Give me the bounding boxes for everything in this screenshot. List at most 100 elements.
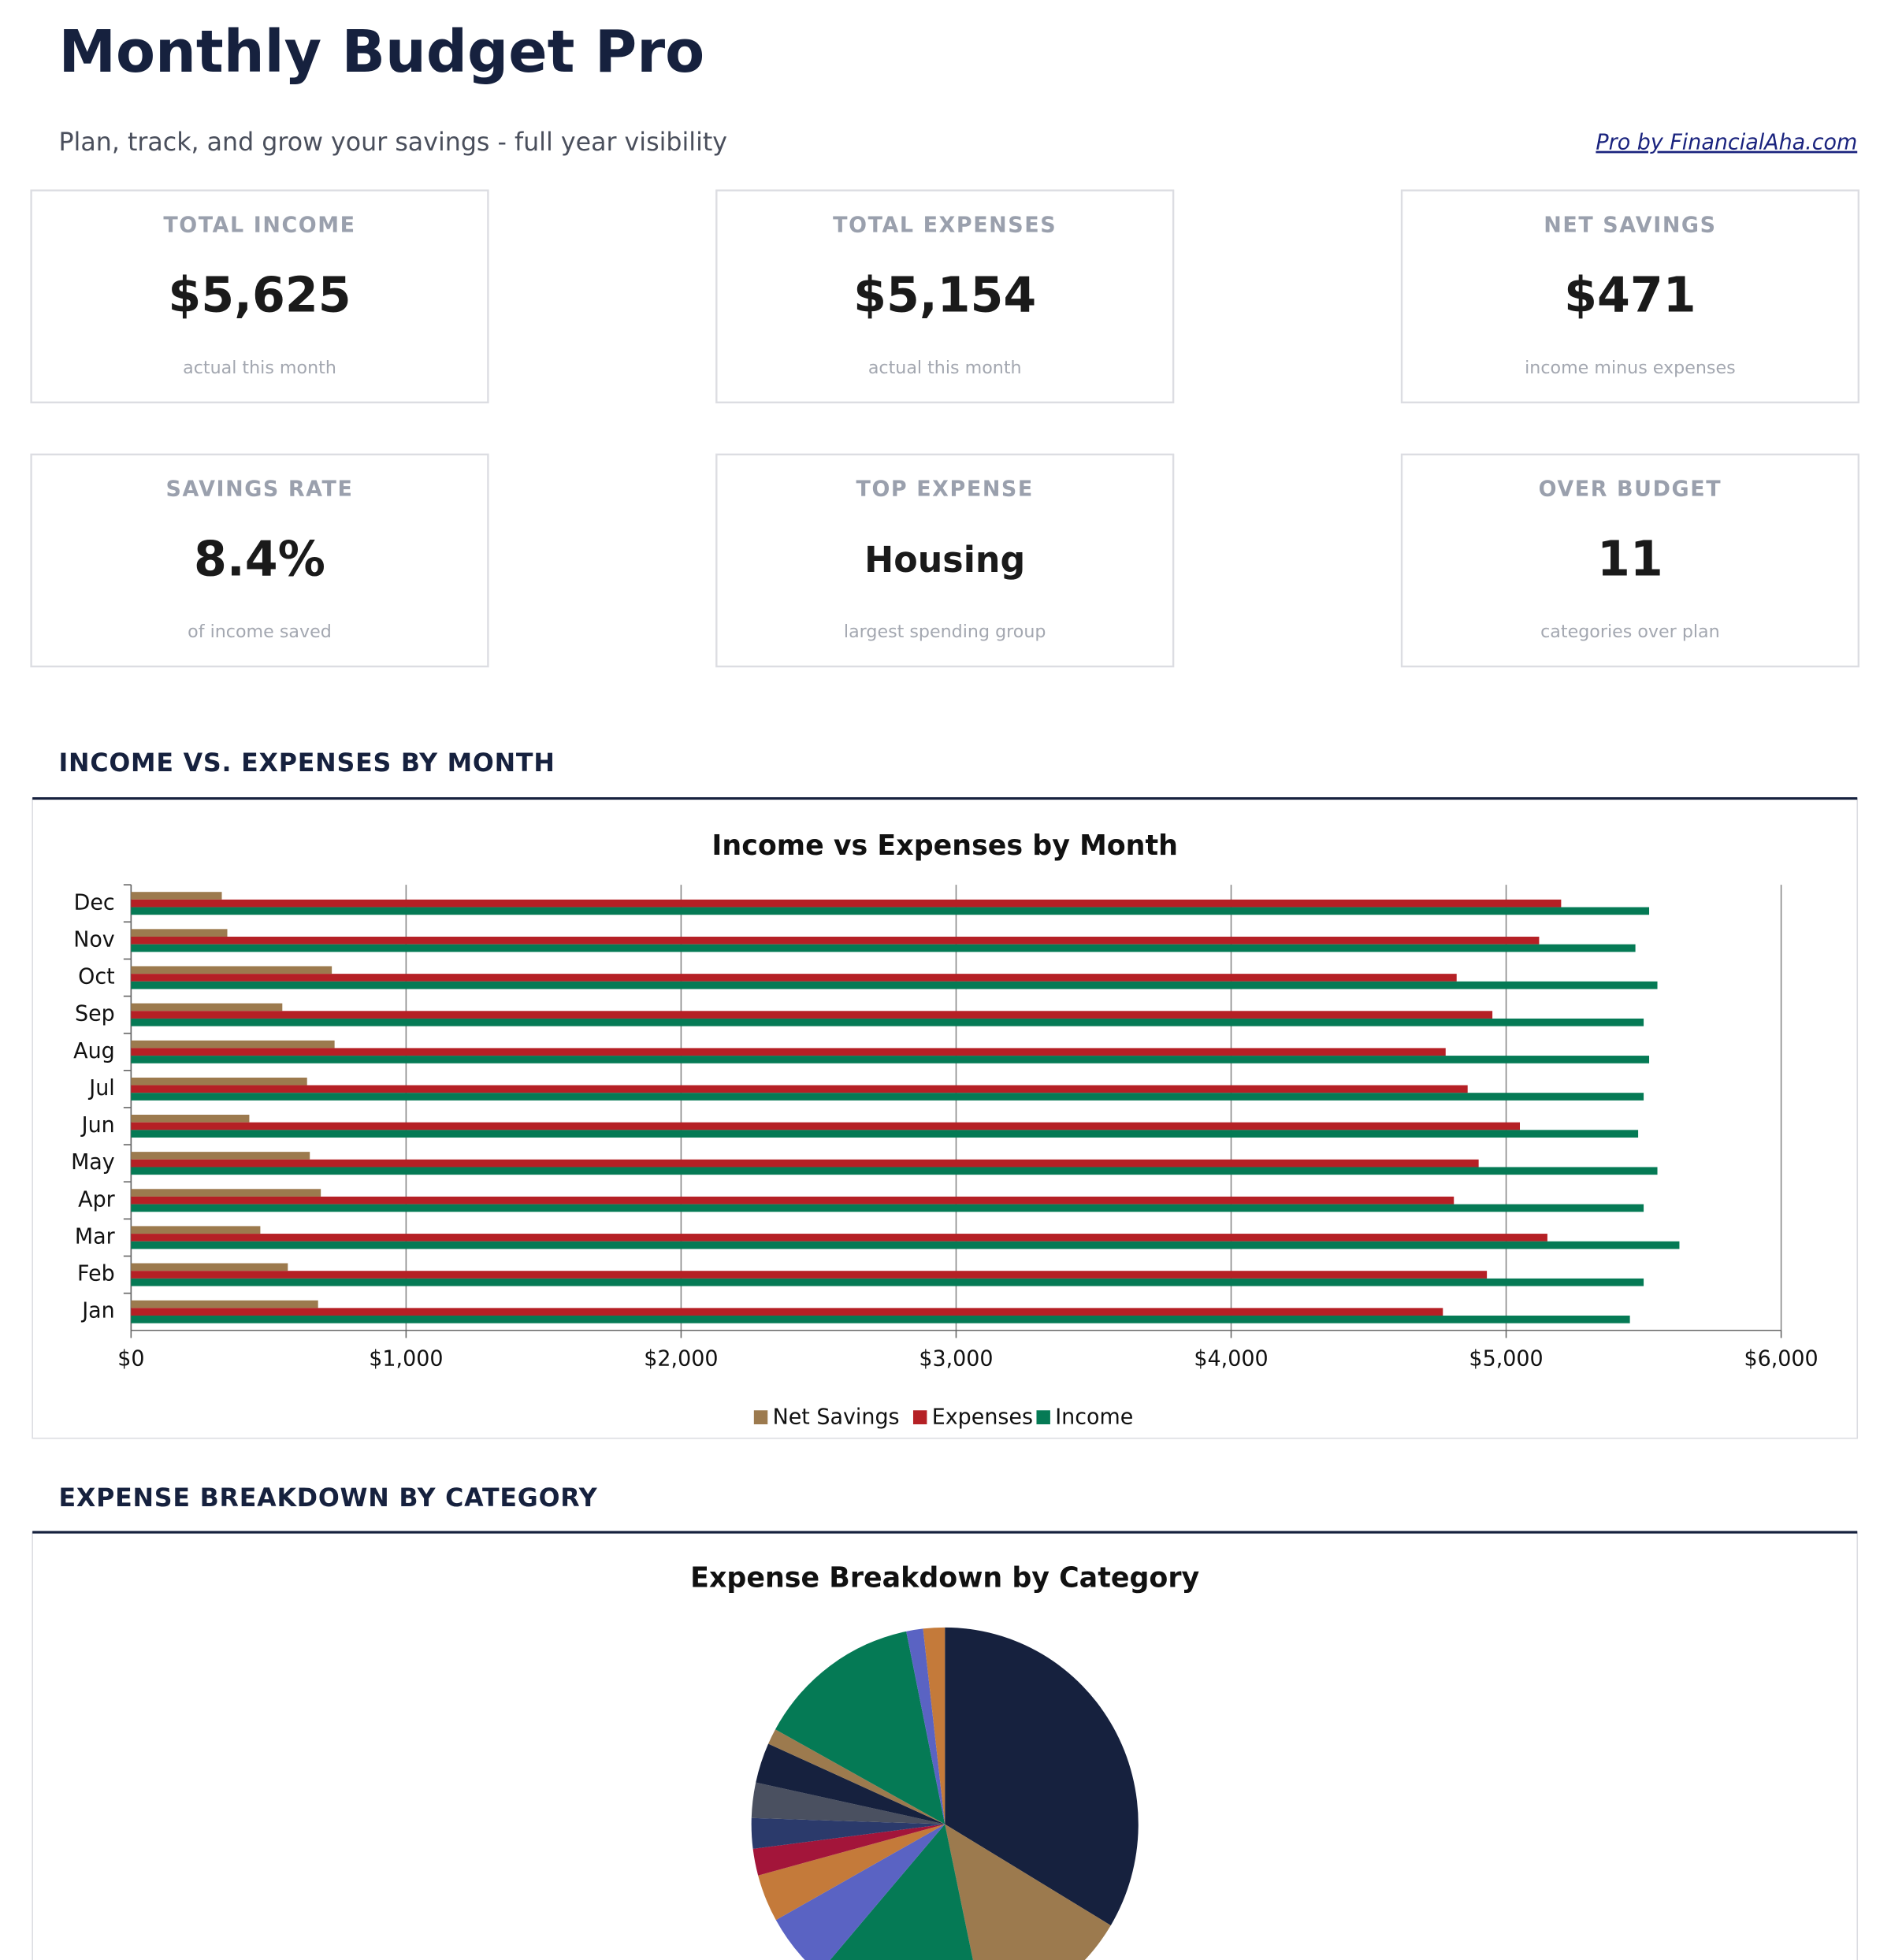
kpi-card: NET SAVINGS $471 income minus expenses — [1400, 189, 1859, 404]
bar — [131, 1159, 1479, 1167]
bar — [131, 1204, 1644, 1212]
bar — [131, 1263, 288, 1271]
pie-slice — [775, 1631, 946, 1825]
bar — [131, 1077, 307, 1086]
pie-slice — [751, 1782, 946, 1825]
kpi-card: SAVINGS RATE 8.4% of income saved — [30, 453, 489, 668]
pie-slice — [756, 1743, 946, 1825]
bar — [131, 899, 1562, 908]
pie-slice — [758, 1824, 946, 1921]
y-tick-label: Apr — [78, 1187, 115, 1212]
kpi-value: 8.4% — [194, 532, 325, 588]
legend-swatch — [753, 1410, 768, 1424]
kpi-label: OVER BUDGET — [1539, 477, 1722, 501]
kpi-note: actual this month — [868, 358, 1022, 378]
kpi-note: of income saved — [188, 622, 332, 642]
bar — [131, 1018, 1644, 1026]
bar — [131, 1093, 1644, 1101]
y-tick-label: Mar — [75, 1224, 116, 1249]
kpi-note: largest spending group — [844, 622, 1046, 642]
bar — [131, 1115, 250, 1123]
pie-slice — [768, 1729, 946, 1825]
bar — [131, 966, 333, 974]
bar — [131, 1167, 1658, 1175]
page-title: Monthly Budget Pro — [58, 19, 704, 87]
pie-slice — [775, 1824, 946, 1960]
card-box — [715, 453, 1175, 668]
kpi-label: TOP EXPENSE — [856, 477, 1034, 501]
bar — [131, 1234, 1547, 1242]
kpi-value: $5,625 — [168, 268, 351, 324]
pie-slice — [945, 1824, 1111, 1960]
bar — [131, 1300, 318, 1309]
y-tick-label: Dec — [74, 890, 115, 915]
pro-link[interactable]: Pro by FinancialAha.com — [1596, 130, 1857, 154]
bar — [131, 1278, 1644, 1286]
card-box — [30, 189, 489, 404]
chart-title: Expense Breakdown by Category — [690, 1561, 1199, 1594]
legend-swatch — [912, 1410, 927, 1424]
x-tick-label: $4,000 — [1194, 1346, 1268, 1371]
bar — [131, 1122, 1521, 1130]
section-title: EXPENSE BREAKDOWN BY CATEGORY — [58, 1483, 597, 1513]
kpi-note: actual this month — [183, 358, 336, 378]
y-tick-label: Nov — [73, 927, 115, 952]
y-tick-label: Jul — [87, 1076, 114, 1101]
bar — [131, 1271, 1488, 1279]
kpi-label: SAVINGS RATE — [166, 477, 354, 501]
kpi-value: Housing — [864, 539, 1025, 581]
legend-swatch — [1036, 1410, 1050, 1424]
pie-slice — [830, 1824, 973, 1960]
bar — [131, 1048, 1446, 1056]
bar — [131, 929, 228, 937]
y-tick-label: Jun — [80, 1113, 115, 1138]
card-box — [1400, 189, 1859, 404]
chart-title: Income vs Expenses by Month — [711, 830, 1178, 862]
bar — [131, 1040, 335, 1049]
bar — [131, 1003, 283, 1012]
x-tick-label: $6,000 — [1744, 1346, 1818, 1371]
y-tick-label: Oct — [78, 964, 115, 989]
bar — [131, 981, 1658, 989]
bar — [131, 1241, 1680, 1249]
bar — [131, 1085, 1468, 1093]
legend-label: Net Savings — [773, 1405, 900, 1429]
bar — [131, 1130, 1639, 1138]
kpi-value: 11 — [1597, 532, 1663, 588]
x-tick-label: $0 — [117, 1346, 144, 1371]
y-tick-label: Feb — [77, 1261, 115, 1286]
kpi-label: TOTAL EXPENSES — [833, 213, 1057, 237]
bar — [131, 1056, 1650, 1064]
x-tick-label: $2,000 — [644, 1346, 718, 1371]
chart-panel — [32, 797, 1859, 1439]
legend-label: Income — [1055, 1405, 1133, 1429]
x-tick-label: $1,000 — [369, 1346, 443, 1371]
kpi-note: income minus expenses — [1525, 358, 1736, 378]
y-tick-label: Sep — [75, 1001, 115, 1026]
legend-label: Expenses — [932, 1405, 1033, 1429]
pie-slice — [752, 1824, 946, 1876]
kpi-value: $471 — [1564, 268, 1696, 324]
kpi-label: TOTAL INCOME — [163, 213, 355, 237]
x-tick-label: $3,000 — [919, 1346, 993, 1371]
subtitle: Plan, track, and grow your savings - ful… — [58, 127, 727, 157]
pie-slice — [906, 1628, 946, 1825]
bar — [131, 1308, 1443, 1316]
kpi-card: TOTAL EXPENSES $5,154 actual this month — [715, 189, 1175, 404]
y-tick-label: Jan — [80, 1299, 114, 1323]
pie-slice — [751, 1817, 946, 1849]
bar — [131, 944, 1636, 952]
bar-chart: $0 $1,000 $2,000 $3,000 $4,000 $5,000 $6,000 Ja… — [71, 884, 1819, 1430]
card-box — [715, 189, 1175, 404]
bar — [131, 974, 1457, 982]
x-tick-label: $5,000 — [1469, 1346, 1543, 1371]
bar — [131, 1316, 1630, 1323]
bar — [131, 1189, 321, 1197]
bar — [131, 937, 1540, 945]
pie-chart — [751, 1627, 1139, 1960]
kpi-note: categories over plan — [1540, 622, 1720, 642]
bar — [131, 1152, 310, 1160]
kpi-card: TOTAL INCOME $5,625 actual this month — [30, 189, 489, 404]
